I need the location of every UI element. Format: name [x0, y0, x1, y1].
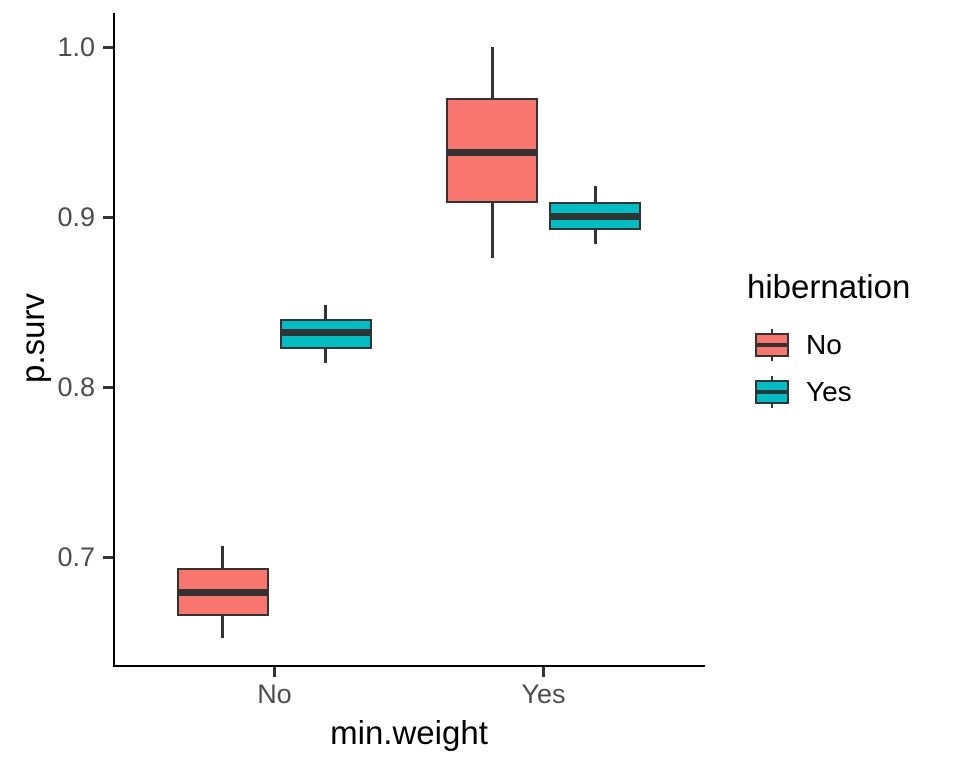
- boxplot-whisker-upper: [324, 305, 328, 319]
- legend-key-median: [755, 390, 789, 394]
- legend-boxplot-key-icon: [754, 374, 790, 410]
- legend-entry-label: Yes: [806, 376, 852, 407]
- y-axis-tick: [103, 215, 113, 219]
- y-axis-tick: [103, 45, 113, 49]
- legend: hibernation No Yes: [747, 268, 960, 428]
- legend-entry-yes: Yes: [754, 374, 954, 410]
- boxplot-whisker-lower: [324, 349, 328, 363]
- legend-entry-no: No: [754, 327, 954, 363]
- y-axis-tick: [103, 555, 113, 559]
- boxplot-whisker-upper: [221, 546, 225, 569]
- legend-key-median: [755, 343, 789, 347]
- boxplot-median-line: [549, 213, 642, 221]
- y-axis-tick-label: 0.7: [57, 541, 95, 572]
- x-axis-tick: [542, 667, 546, 677]
- plot-panel: [113, 13, 705, 667]
- boxplot-median-line: [176, 588, 269, 596]
- y-axis-tick: [103, 385, 113, 389]
- y-axis-tick-label: 1.0: [57, 31, 95, 62]
- boxplot-whisker-lower: [221, 616, 225, 639]
- boxplot-whisker-upper: [593, 186, 597, 202]
- y-axis-tick-label: 0.8: [57, 371, 95, 402]
- y-axis-title: p.surv: [14, 293, 51, 383]
- boxplot-whisker-lower: [490, 203, 494, 258]
- legend-boxplot-key-icon: [754, 327, 790, 363]
- boxplot-whisker-lower: [593, 230, 597, 244]
- boxplot-median-line: [446, 148, 539, 156]
- x-axis-tick-label: Yes: [521, 679, 566, 709]
- legend-entry-label: No: [806, 329, 842, 360]
- x-axis-tick-label: No: [257, 679, 292, 709]
- y-axis-tick-label: 0.9: [57, 201, 95, 232]
- x-axis-tick: [272, 667, 276, 677]
- boxplot-whisker-upper: [490, 46, 494, 98]
- legend-title: hibernation: [747, 268, 911, 305]
- x-axis-title: min.weight: [330, 714, 488, 751]
- boxplot-median-line: [279, 328, 372, 336]
